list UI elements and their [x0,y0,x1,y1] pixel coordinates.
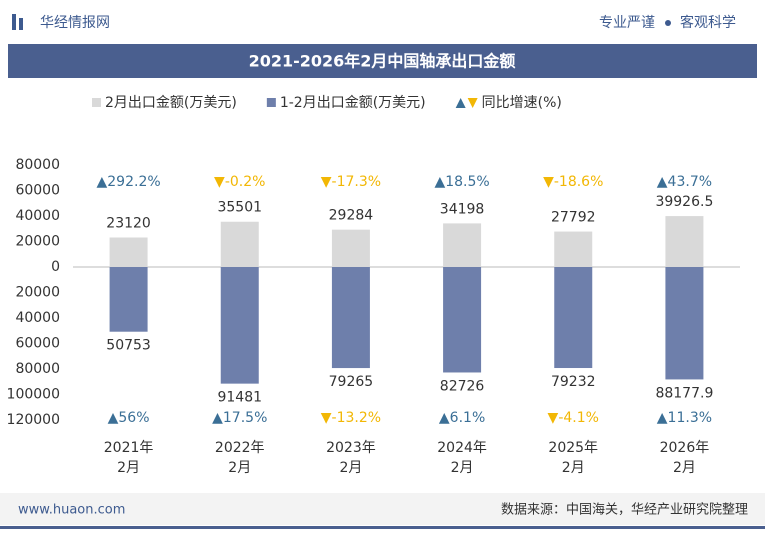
logo-bar [19,18,23,30]
value-label: 82726 [440,378,485,394]
slogan: 专业严谨 [599,15,655,31]
value-label: 39926.5 [655,194,713,210]
y-tick-label: 60000 [15,183,60,199]
y-tick-label: 20000 [15,285,60,301]
value-label: 88177.9 [655,385,713,401]
value-label: 50753 [106,338,151,354]
legend-swatch [92,98,101,107]
value-label: 91481 [217,390,262,406]
bar [109,237,148,267]
x-tick-label: 2025年 [548,440,598,456]
growth-label: ▼-0.2% [214,174,265,190]
growth-label: ▲11.3% [657,410,712,426]
chart-title: 2021-2026年2月中国轴承出口金额 [249,52,516,71]
value-label: 79265 [329,374,374,390]
growth-label: ▼-17.3% [321,174,381,190]
value-label: 34198 [440,201,485,217]
growth-label: ▼-18.6% [543,174,603,190]
bar [331,267,370,369]
x-tick-label: 2月 [117,460,140,476]
x-tick-label: 2月 [562,460,585,476]
source: 数据来源：中国海关，华经产业研究院整理 [501,503,748,518]
x-tick-label: 2月 [339,460,362,476]
growth-label: ▲17.5% [212,410,267,426]
growth-label: ▼-4.1% [548,410,599,426]
bottom-border [0,526,765,529]
brand: 华经情报网 [40,15,110,31]
x-tick-label: 2024年 [437,440,487,456]
legend-down [467,98,478,108]
y-tick-label: 0 [51,259,60,275]
y-tick-label: 40000 [15,208,60,224]
x-tick-label: 2023年 [326,440,376,456]
x-tick-label: 2月 [228,460,251,476]
legend-swatch [266,98,276,107]
x-tick-label: 2021年 [104,440,154,456]
value-label: 27792 [551,210,596,226]
bar [443,267,482,373]
y-tick-label: 20000 [15,234,60,250]
value-label: 79232 [551,374,596,390]
y-tick-label: 40000 [15,310,60,326]
website: www.huaon.com [18,503,125,518]
bar [443,223,482,267]
growth-label: ▲56% [108,410,150,426]
y-tick-label: 100000 [7,387,60,403]
logo-bar [12,14,16,30]
bar [665,216,704,267]
y-tick-label: 80000 [15,361,60,377]
bar [665,267,704,380]
legend-label: 同比增速(%) [482,95,562,111]
bar [554,231,593,267]
value-label: 35501 [217,200,262,216]
x-tick-label: 2022年 [215,440,265,456]
growth-label: ▼-13.2% [321,410,381,426]
growth-label: ▲43.7% [657,174,712,190]
growth-label: ▲18.5% [434,174,489,190]
bar [109,267,148,332]
legend-label: 2月出口金额(万美元) [105,95,237,111]
y-tick-label: 120000 [7,412,60,428]
x-tick-label: 2026年 [660,440,710,456]
growth-label: ▲292.2% [97,174,161,190]
y-tick-label: 80000 [15,157,60,173]
bar [331,229,370,267]
bar [220,267,259,384]
growth-label: ▲6.1% [439,410,485,426]
value-label: 23120 [106,216,151,232]
footer-bg [0,493,765,525]
x-tick-label: 2月 [673,460,696,476]
title-bar [8,44,757,78]
legend-up [455,98,466,108]
x-tick-label: 2月 [451,460,474,476]
bar [554,267,593,369]
dot [665,20,671,26]
legend-label: 1-2月出口金额(万美元) [280,95,426,111]
bar [220,221,259,267]
value-label: 29284 [329,208,374,224]
slogan: 客观科学 [680,14,736,31]
y-tick-label: 60000 [15,336,60,352]
